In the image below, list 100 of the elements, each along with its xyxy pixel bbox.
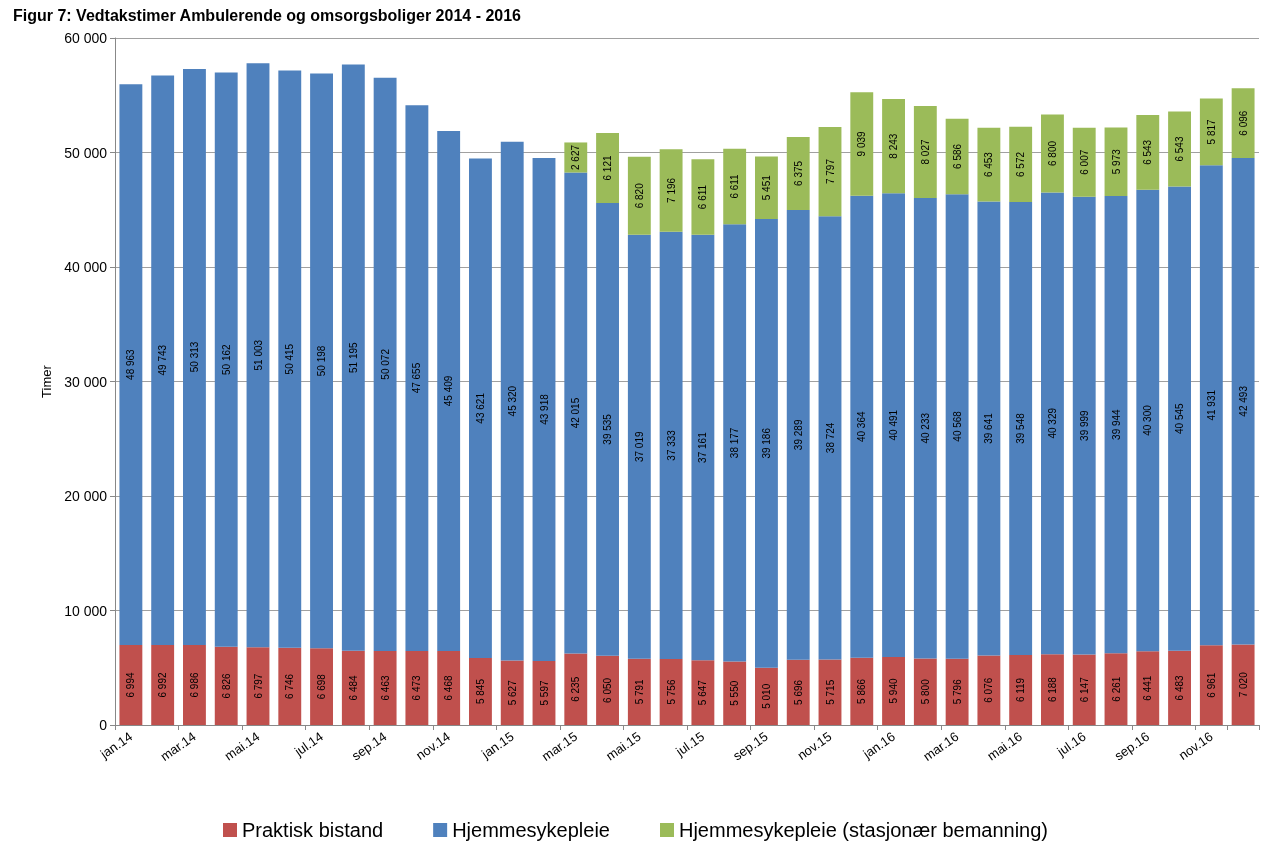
data-label: 42 493	[1237, 385, 1249, 417]
data-label: 51 195	[347, 341, 359, 373]
data-label: 6 961	[1205, 672, 1217, 698]
data-label: 51 003	[252, 339, 264, 371]
data-label: 39 999	[1078, 409, 1090, 441]
data-label: 6 586	[951, 143, 963, 169]
y-tick-label: 40 000	[64, 259, 108, 275]
data-label: 9 039	[856, 130, 868, 157]
data-label: 40 300	[1142, 404, 1154, 436]
data-label: 5 800	[919, 678, 931, 705]
data-label: 6 797	[252, 673, 264, 699]
data-label: 47 655	[411, 362, 423, 394]
data-label: 6 076	[983, 677, 995, 703]
bar	[469, 158, 492, 659]
bar	[850, 657, 874, 725]
data-label: 5 550	[729, 680, 741, 706]
bar	[500, 141, 524, 661]
data-label: 5 010	[760, 683, 772, 709]
data-label: 7 196	[665, 177, 677, 203]
bar	[564, 172, 588, 654]
data-label: 40 491	[888, 409, 900, 441]
bar	[1168, 650, 1191, 725]
data-label: 2 627	[570, 144, 582, 171]
bar	[1072, 127, 1096, 197]
data-label: 5 940	[888, 678, 900, 704]
data-label: 6 147	[1078, 676, 1090, 703]
data-label: 6 007	[1078, 149, 1090, 175]
bar	[1231, 158, 1255, 645]
data-label: 40 364	[856, 411, 868, 443]
data-label: 6 050	[602, 677, 614, 703]
data-label: 50 313	[188, 341, 200, 373]
data-label: 6 986	[188, 672, 200, 698]
data-label: 37 161	[697, 431, 709, 463]
bar	[913, 106, 937, 198]
data-label: 5 866	[856, 678, 868, 704]
bar	[341, 64, 365, 651]
data-label: 7 797	[824, 158, 836, 185]
bar	[437, 650, 461, 725]
data-label: 6 698	[316, 673, 328, 700]
bar	[691, 660, 715, 725]
y-tick-label: 10 000	[64, 602, 108, 619]
data-label: 6 235	[570, 676, 582, 702]
bar	[532, 158, 556, 661]
data-label: 43 918	[538, 393, 550, 425]
data-label: 6 543	[1174, 136, 1186, 162]
bar	[627, 234, 651, 659]
data-label: 38 724	[824, 422, 836, 454]
data-label: 39 944	[1110, 408, 1122, 440]
chart-title: Figur 7: Vedtakstimer Ambulerende og omsorgsboliger 2014 - 2016	[13, 6, 522, 24]
data-label: 6 611	[729, 173, 741, 199]
data-label: 39 289	[792, 419, 804, 451]
data-label: 6 453	[983, 151, 995, 178]
data-label: 37 019	[633, 431, 645, 463]
bar	[1104, 195, 1128, 654]
legend-label: Hjemmesykepleie (stasjonær bemanning)	[678, 819, 1049, 841]
bar	[882, 193, 905, 657]
data-label: 6 188	[1046, 676, 1058, 703]
y-tick-label: 60 000	[64, 30, 108, 46]
bar	[977, 201, 1001, 656]
data-label: 50 072	[379, 348, 391, 380]
data-label: 49 743	[157, 344, 169, 376]
bar	[627, 658, 651, 725]
bar	[183, 645, 206, 725]
bar	[1136, 189, 1160, 652]
bar	[913, 658, 937, 725]
bar	[310, 648, 333, 725]
bar	[786, 136, 810, 210]
data-label: 6 121	[602, 155, 614, 181]
data-label: 6 119	[1015, 677, 1027, 703]
bar	[850, 195, 874, 658]
bar	[341, 650, 365, 725]
data-label: 39 548	[1015, 412, 1027, 444]
bar	[1009, 654, 1033, 725]
data-label: 48 963	[125, 348, 137, 380]
bar	[151, 644, 175, 725]
y-tick-label: 30 000	[64, 373, 108, 390]
data-label: 39 535	[602, 413, 614, 445]
bar	[1168, 111, 1191, 187]
bar	[818, 216, 842, 660]
data-label: 37 333	[665, 429, 677, 461]
bar	[1009, 202, 1033, 655]
bar	[596, 132, 619, 204]
data-label: 50 198	[316, 345, 328, 377]
y-tick-label: 20 000	[64, 488, 108, 504]
y-axis-title: Timer	[39, 364, 54, 398]
bar	[691, 159, 715, 235]
data-label: 40 329	[1046, 407, 1058, 439]
legend-label: Hjemmesykepleie	[452, 819, 610, 841]
bar	[1136, 651, 1160, 725]
y-tick-label: 50 000	[64, 144, 108, 161]
bar	[1199, 645, 1223, 725]
data-label: 6 483	[1174, 674, 1186, 701]
bar	[1231, 88, 1255, 159]
bar	[755, 156, 778, 219]
bar	[119, 84, 143, 645]
bar	[850, 92, 874, 196]
bar	[659, 659, 683, 725]
bar	[691, 234, 715, 661]
bar	[246, 647, 270, 725]
bar	[596, 655, 619, 725]
